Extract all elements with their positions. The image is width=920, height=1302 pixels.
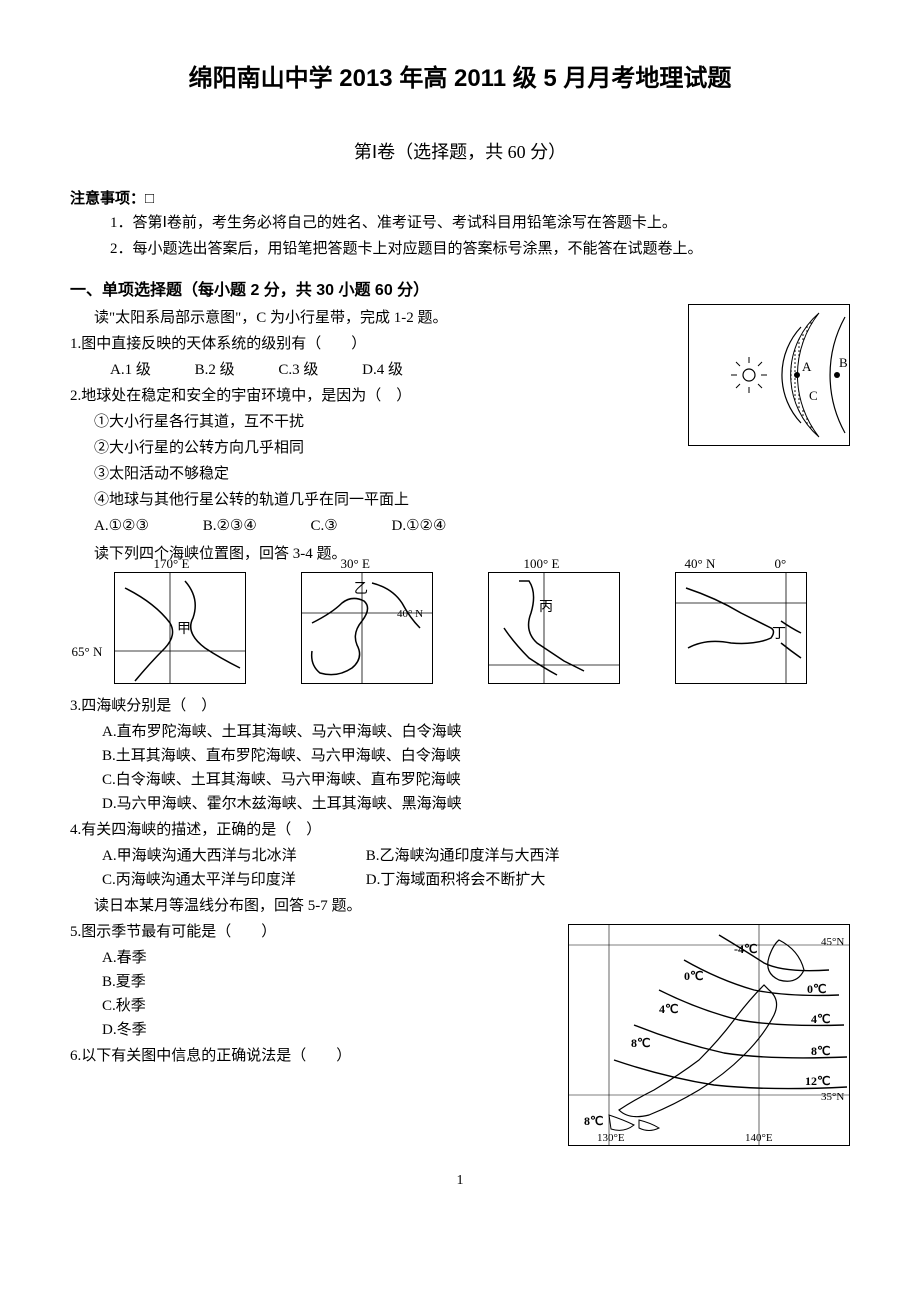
svg-text:4℃: 4℃ [811,1012,830,1026]
q3-opt-a: A.直布罗陀海峡、土耳其海峡、马六甲海峡、白令海峡 [70,720,850,744]
strait-map-4: 丁 [675,572,807,684]
q2-line3: ③太阳活动不够稳定 [70,462,850,486]
svg-text:丁: 丁 [772,627,786,642]
japan-isotherm-figure: -4℃ 0℃ 0℃ 4℃ 4℃ 8℃ 8℃ 12℃ 8℃ 45°N 35°N 1… [568,924,850,1146]
straits-figure-row: 170° E 65° N 甲 30° E 乙 40° N [90,572,830,684]
svg-text:45°N: 45°N [821,936,844,948]
svg-text:0℃: 0℃ [684,969,703,983]
q2-line4: ④地球与其他行星公转的轨道几乎在同一平面上 [70,488,850,512]
q1-opt-a: A.1 级 [110,358,151,382]
q4-stem: 4.有关四海峡的描述，正确的是（ ） [70,818,850,842]
q3-stem: 3.四海峡分别是（ ） [70,694,850,718]
q1-opt-b: B.2 级 [195,358,235,382]
notice-item: 2．每小题选出答案后，用铅笔把答题卡上对应题目的答案标号涂黑，不能答在试题卷上。 [110,237,850,263]
label-a: A [802,359,812,374]
q2-opt-a: A.①②③ [94,518,149,534]
svg-text:丙: 丙 [539,600,553,615]
label-b: B [839,355,848,370]
q4-opt-a: A.甲海峡沟通大西洋与北冰洋 [102,844,362,868]
q1-opt-c: C.3 级 [278,358,318,382]
strait-map-3: 丙 0° [488,572,620,684]
q3-opt-b: B.土耳其海峡、直布罗陀海峡、马六甲海峡、白令海峡 [70,744,850,768]
page-number: 1 [70,1170,850,1192]
svg-text:130°E: 130°E [597,1132,625,1144]
q1-opt-d: D.4 级 [362,358,403,382]
q4-options-row1: A.甲海峡沟通大西洋与北冰洋 B.乙海峡沟通印度洋与大西洋 [70,844,850,868]
svg-text:4℃: 4℃ [659,1002,678,1016]
passage-intro-3: 读日本某月等温线分布图，回答 5-7 题。 [70,894,850,918]
notice-item: 1．答第Ⅰ卷前，考生务必将自己的姓名、准考证号、考试科目用铅笔涂写在答题卡上。 [110,211,850,237]
svg-text:乙: 乙 [354,581,368,597]
q2-options: A.①②③ B.②③④ C.③ D.①②④ [70,514,850,538]
q4-opt-b: B.乙海峡沟通印度洋与大西洋 [366,848,560,864]
q3-opt-c: C.白令海峡、土耳其海峡、马六甲海峡、直布罗陀海峡 [70,768,850,792]
svg-text:甲: 甲 [177,622,191,637]
part-subtitle: 第Ⅰ卷（选择题，共 60 分） [70,138,850,167]
strait-map-1: 甲 [114,572,246,684]
section-header: 一、单项选择题（每小题 2 分，共 30 小题 60 分） [70,278,850,304]
q4-options-row2: C.丙海峡沟通太平洋与印度洋 D.丁海域面积将会不断扩大 [70,868,850,892]
svg-text:8℃: 8℃ [584,1114,603,1128]
exam-title: 绵阳南山中学 2013 年高 2011 级 5 月月考地理试题 [70,60,850,98]
svg-text:8℃: 8℃ [631,1036,650,1050]
solar-system-figure: A B C [688,304,850,446]
notice-label: 注意事项：□ [70,190,154,207]
q4-opt-c: C.丙海峡沟通太平洋与印度洋 [102,868,362,892]
notice-block: 注意事项：□ 1．答第Ⅰ卷前，考生务必将自己的姓名、准考证号、考试科目用铅笔涂写… [70,187,850,262]
q4-opt-d: D.丁海域面积将会不断扩大 [366,872,546,888]
strait1-left-label: 65° N [72,642,103,663]
svg-text:0℃: 0℃ [807,982,826,996]
strait-map-2: 乙 40° N [301,572,433,684]
svg-text:35°N: 35°N [821,1091,844,1103]
label-c: C [809,388,818,403]
q3-opt-d: D.马六甲海峡、霍尔木兹海峡、土耳其海峡、黑海海峡 [70,792,850,816]
svg-text:40° N: 40° N [397,608,423,620]
q2-opt-c: C.③ [311,518,338,534]
q2-opt-b: B.②③④ [203,518,257,534]
svg-text:12℃: 12℃ [805,1074,830,1088]
svg-text:8℃: 8℃ [811,1044,830,1058]
svg-text:-4℃: -4℃ [734,942,757,956]
q2-opt-d: D.①②④ [392,518,447,534]
svg-text:140°E: 140°E [745,1132,773,1144]
